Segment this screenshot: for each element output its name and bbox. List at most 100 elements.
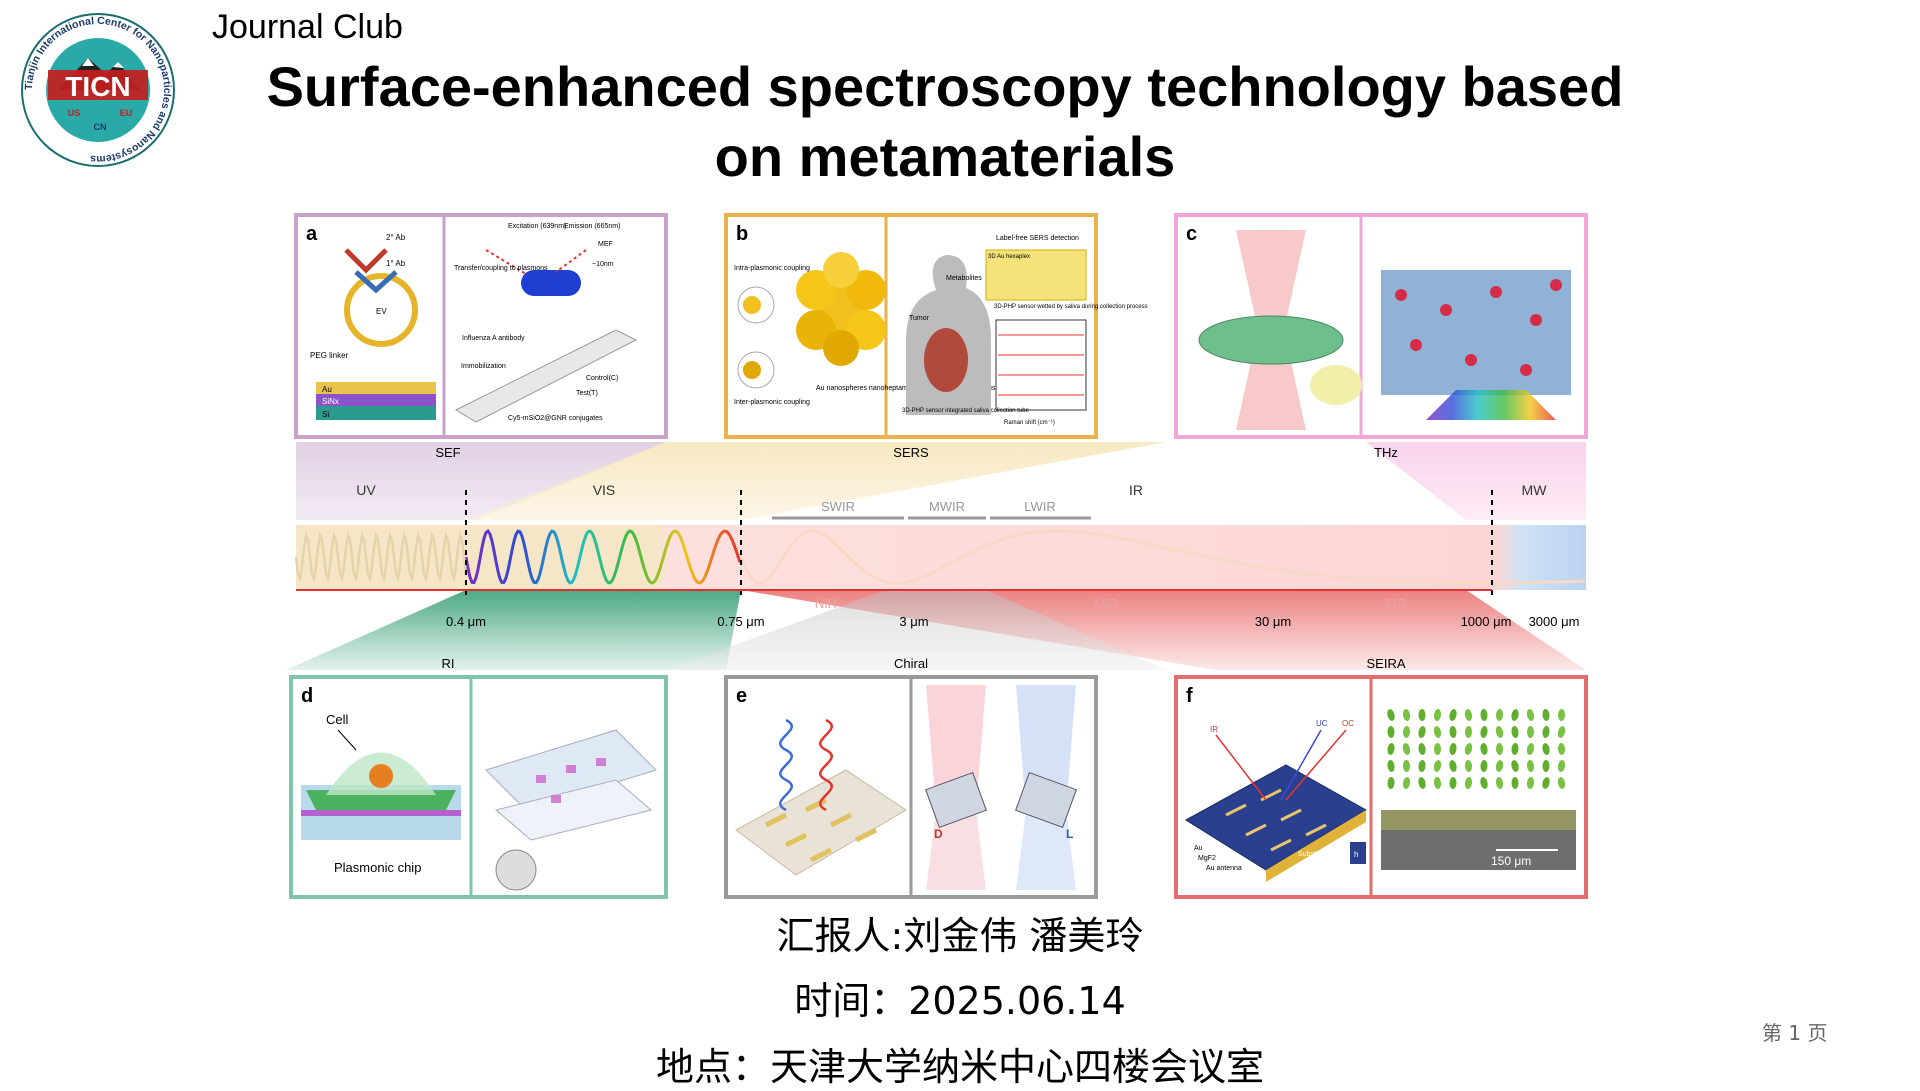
- band-lwir: LWIR: [1024, 499, 1056, 514]
- tick-30um: 30 μm: [1255, 614, 1291, 629]
- seira-particle: [1557, 709, 1566, 721]
- seira-particle: [1495, 777, 1504, 789]
- seira-particle: [1495, 743, 1504, 755]
- spectrum-band: [294, 490, 1586, 595]
- seira-particle: [1418, 709, 1426, 721]
- seira-particle: [1511, 743, 1519, 755]
- logo-mark: TICN: [65, 71, 130, 102]
- panel-b: b Intra-plasmonic coupling Inter-plasmon…: [724, 213, 1148, 439]
- label-raman-shift: Raman shift (cm⁻¹): [1004, 420, 1055, 426]
- label-substrate: Substrate: [1298, 851, 1328, 858]
- label-au: Au: [322, 385, 332, 394]
- seira-particle: [1464, 726, 1473, 738]
- seira-particle: [1433, 726, 1442, 738]
- label-mgf2: MgF2: [1198, 855, 1216, 862]
- seira-particle: [1480, 709, 1488, 721]
- seira-particle: [1433, 709, 1442, 721]
- label-emission: Emission (665nm): [564, 223, 620, 230]
- logo-sub-right: EU: [120, 108, 133, 118]
- label-l: L: [1066, 827, 1073, 841]
- seira-particle: [1449, 743, 1457, 755]
- uv-wave: [294, 531, 468, 583]
- seira-particle-array: [1387, 709, 1566, 789]
- seira-particle: [1557, 743, 1566, 755]
- technique-thz: THz: [1374, 445, 1398, 460]
- seira-particle: [1464, 709, 1473, 721]
- label-control: Control(C): [586, 375, 618, 382]
- seira-particle: [1402, 743, 1411, 755]
- seira-particle: [1449, 726, 1457, 738]
- technique-ri: RI: [442, 656, 455, 671]
- label-d: D: [934, 827, 943, 841]
- seira-particle: [1402, 709, 1411, 721]
- seira-particle: [1542, 726, 1550, 738]
- logo-sub-left: US: [68, 108, 81, 118]
- label-mef: MEF: [598, 241, 613, 248]
- seira-particle: [1449, 709, 1457, 721]
- seira-particle: [1542, 760, 1550, 772]
- seira-particle: [1434, 743, 1441, 755]
- band-vis: VIS: [593, 482, 616, 498]
- label-au-antenna: Au antenna: [1206, 865, 1242, 872]
- seira-particle: [1511, 726, 1519, 738]
- label-cy5: Cy5-mSiO2@GNR conjugates: [508, 415, 603, 422]
- label-influenza: Influenza A antibody: [462, 335, 525, 342]
- label-10nm: ~10nm: [592, 261, 614, 268]
- seira-particle: [1387, 726, 1395, 738]
- technique-chiral: Chiral: [894, 656, 928, 671]
- band-mw: MW: [1522, 482, 1548, 498]
- band-ir: IR: [1129, 482, 1143, 498]
- seira-particle: [1526, 760, 1535, 772]
- logo-sub-bottom: CN: [94, 122, 107, 132]
- label-metabolites: Metabolites: [946, 275, 982, 282]
- seira-particle: [1526, 777, 1535, 789]
- page-title: Surface-enhanced spectroscopy technology…: [230, 52, 1660, 192]
- label-sinx: SiNx: [322, 397, 339, 406]
- seira-particle: [1433, 760, 1442, 772]
- seira-particle: [1464, 777, 1473, 789]
- seira-particle: [1387, 709, 1395, 721]
- label-oc: OC: [1342, 719, 1354, 728]
- seira-particle: [1542, 777, 1550, 789]
- seira-particle: [1557, 726, 1566, 738]
- label-intra: Intra-plasmonic coupling: [734, 265, 810, 272]
- ticn-logo: Tianjin International Center for Nanopar…: [21, 13, 175, 167]
- seira-particle: [1418, 760, 1426, 772]
- panel-a: a 2° Ab 1° Ab EV PEG linker Au SiNx Si E…: [294, 213, 668, 439]
- seira-particle: [1542, 709, 1550, 721]
- seira-particle: [1402, 726, 1411, 738]
- seira-particle: [1387, 777, 1395, 789]
- panel-e-letter: e: [736, 685, 747, 707]
- band-fir: FIR: [1386, 596, 1407, 611]
- label-label-free: Label-free SERS detection: [996, 235, 1079, 242]
- seira-particle: [1527, 726, 1534, 738]
- label-h: h: [1354, 850, 1358, 859]
- label-plasmonic-chip: Plasmonic chip: [334, 860, 421, 875]
- label-uc: UC: [1316, 719, 1328, 728]
- label-immobilization: Immobilization: [461, 363, 506, 370]
- panel-d: d Cell Plasmonic chip: [289, 675, 668, 899]
- seira-particle: [1557, 760, 1566, 772]
- band-mwir: MWIR: [929, 499, 965, 514]
- seira-particle: [1495, 726, 1504, 738]
- tick-3000um: 3000 μm: [1529, 614, 1580, 629]
- seira-particle: [1464, 743, 1473, 755]
- seira-particle: [1402, 760, 1411, 772]
- label-si: Si: [322, 410, 329, 419]
- label-f-au: Au: [1194, 845, 1203, 852]
- panel-c-letter: c: [1186, 223, 1197, 245]
- label-wetted: 3D-PHP sensor wetted by saliva during co…: [994, 304, 1148, 310]
- panel-c: c: [1174, 213, 1588, 439]
- seira-particle: [1495, 709, 1504, 721]
- label-2-ab: 2° Ab: [386, 233, 406, 242]
- seira-particle: [1495, 760, 1504, 772]
- band-mir: MIR: [1094, 596, 1118, 611]
- seira-particle: [1526, 743, 1535, 755]
- seira-particle: [1542, 743, 1550, 755]
- tick-0-4um: 0.4 μm: [446, 614, 486, 629]
- seira-particle: [1464, 760, 1473, 772]
- seira-particle: [1449, 760, 1457, 772]
- seira-particle: [1418, 743, 1426, 755]
- page-number: 第 1 页: [1762, 1021, 1828, 1045]
- seira-particle: [1511, 777, 1519, 789]
